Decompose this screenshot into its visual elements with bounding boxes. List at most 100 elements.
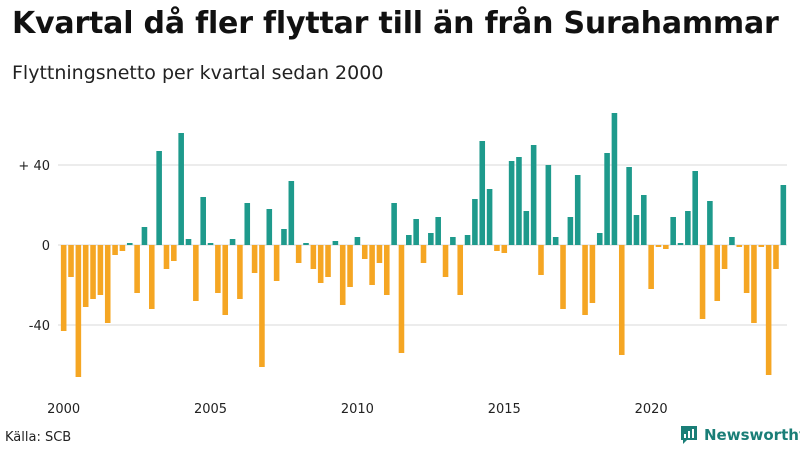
bar <box>472 199 478 245</box>
bar <box>347 245 353 287</box>
bar <box>229 239 236 245</box>
bar <box>149 245 155 309</box>
bar <box>538 245 544 275</box>
bar <box>237 245 243 299</box>
bar <box>582 245 588 315</box>
bar <box>273 245 280 281</box>
bar <box>60 245 67 331</box>
bar <box>567 217 574 245</box>
bar <box>171 245 177 261</box>
brand-logo: Newsworthy <box>679 425 800 445</box>
brand-name: Newsworthy <box>704 426 800 444</box>
bar <box>207 243 214 245</box>
bar <box>266 209 273 245</box>
chart-subtitle: Flyttningsnetto per kvartal sedan 2000 <box>12 62 384 84</box>
bar <box>545 165 552 245</box>
bar <box>751 245 757 323</box>
bar <box>692 171 698 245</box>
bar <box>442 245 449 277</box>
bar <box>104 245 111 323</box>
y-tick-label: -40 <box>29 319 50 334</box>
bar <box>134 245 140 293</box>
bar <box>596 233 603 245</box>
bar <box>780 185 787 245</box>
bar <box>126 243 133 245</box>
bar <box>604 153 610 245</box>
bar <box>655 245 662 247</box>
x-tick-label: 2000 <box>47 402 80 417</box>
bar <box>222 245 229 315</box>
bar <box>420 245 427 263</box>
bar <box>773 245 779 269</box>
x-tick-label: 2010 <box>341 402 374 417</box>
bar <box>185 239 192 245</box>
bar <box>685 211 691 245</box>
bar <box>641 195 647 245</box>
bar <box>295 245 302 263</box>
bar <box>501 245 508 253</box>
bar <box>618 245 625 355</box>
bar <box>82 245 89 307</box>
bar <box>516 157 522 245</box>
bar <box>75 245 82 377</box>
bar <box>457 245 464 295</box>
bar <box>574 175 581 245</box>
bar <box>494 245 500 251</box>
bar <box>648 245 654 289</box>
bar <box>288 181 295 245</box>
bar <box>251 245 258 273</box>
bar <box>200 197 206 245</box>
bar <box>259 245 265 367</box>
x-tick-label: 2015 <box>488 402 521 417</box>
bar <box>339 245 346 305</box>
bar <box>736 245 743 247</box>
bar <box>406 235 412 245</box>
bar <box>530 145 537 245</box>
bar <box>743 245 750 293</box>
bar <box>699 245 706 319</box>
newsworthy-logo-icon <box>681 426 697 444</box>
bar <box>369 245 375 285</box>
bar <box>119 245 126 251</box>
bar <box>611 113 618 245</box>
bar <box>398 245 405 353</box>
chart-title: Kvartal då fler flyttar till än från Sur… <box>12 6 779 41</box>
bar <box>332 241 339 245</box>
y-tick-label: 0 <box>42 239 50 254</box>
bar <box>508 161 515 245</box>
bar <box>303 243 309 245</box>
bar <box>479 141 486 245</box>
y-tick-label: + 40 <box>18 159 50 174</box>
bar <box>354 237 361 245</box>
bar <box>552 237 559 245</box>
bar <box>435 217 441 245</box>
bar <box>193 245 199 301</box>
bar <box>707 201 713 245</box>
bar <box>428 233 434 245</box>
bar <box>215 245 221 293</box>
bar <box>383 245 390 295</box>
source-note: Källa: SCB <box>5 430 72 445</box>
bar <box>325 245 331 277</box>
bar <box>413 219 419 245</box>
bar <box>317 245 324 283</box>
bar <box>633 215 640 245</box>
bar <box>589 245 596 303</box>
bar <box>112 245 118 255</box>
bar <box>141 227 148 245</box>
bar <box>178 133 184 245</box>
bar <box>450 237 456 245</box>
bar <box>560 245 566 309</box>
bar <box>464 235 471 245</box>
x-tick-label: 2020 <box>635 402 668 417</box>
bar <box>758 245 765 247</box>
bar <box>156 151 162 245</box>
bar <box>721 245 728 269</box>
bar <box>281 229 287 245</box>
bar <box>486 189 493 245</box>
bar <box>714 245 721 301</box>
bar <box>523 211 530 245</box>
bar <box>97 245 104 295</box>
bar <box>310 245 317 269</box>
